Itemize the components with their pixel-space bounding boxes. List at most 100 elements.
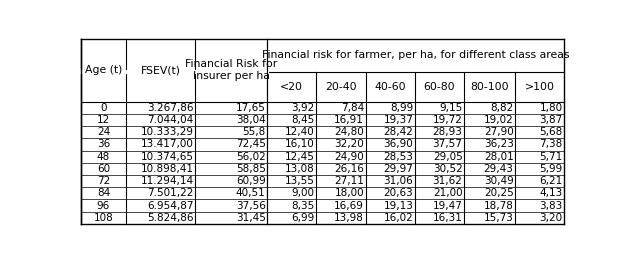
Text: 19,37: 19,37 (384, 115, 413, 125)
Text: 12: 12 (97, 115, 110, 125)
Text: 29,43: 29,43 (484, 164, 514, 174)
Text: 1,80: 1,80 (539, 103, 563, 113)
Text: 3,87: 3,87 (539, 115, 563, 125)
Text: 6.954,87: 6.954,87 (147, 200, 193, 210)
Text: 13,55: 13,55 (285, 176, 315, 186)
Text: 10.898,41: 10.898,41 (141, 164, 193, 174)
Text: 24: 24 (97, 127, 110, 137)
Text: 13,08: 13,08 (285, 164, 315, 174)
Text: 16,10: 16,10 (285, 140, 315, 150)
Text: 19,47: 19,47 (433, 200, 462, 210)
Text: 80-100: 80-100 (470, 82, 509, 92)
Text: 58,85: 58,85 (236, 164, 266, 174)
Text: 7,84: 7,84 (341, 103, 364, 113)
Text: 8,35: 8,35 (291, 200, 315, 210)
Text: 16,31: 16,31 (433, 213, 462, 223)
Text: 9,00: 9,00 (292, 188, 315, 198)
Text: Age (t): Age (t) (85, 65, 122, 75)
Text: 31,45: 31,45 (236, 213, 266, 223)
Text: 56,02: 56,02 (236, 152, 266, 162)
Text: 108: 108 (94, 213, 113, 223)
Text: 5,99: 5,99 (539, 164, 563, 174)
Text: 4,13: 4,13 (539, 188, 563, 198)
Text: >100: >100 (524, 82, 555, 92)
Text: 18,78: 18,78 (484, 200, 514, 210)
Text: 11.294,14: 11.294,14 (141, 176, 193, 186)
Text: 7.044,04: 7.044,04 (148, 115, 193, 125)
Text: 12,40: 12,40 (285, 127, 315, 137)
Text: 31,06: 31,06 (384, 176, 413, 186)
Text: 16,69: 16,69 (334, 200, 364, 210)
Text: 60: 60 (97, 164, 110, 174)
Text: 40-60: 40-60 (374, 82, 406, 92)
Text: 13,98: 13,98 (334, 213, 364, 223)
Text: 60,99: 60,99 (236, 176, 266, 186)
Text: 29,05: 29,05 (433, 152, 462, 162)
Text: 28,42: 28,42 (384, 127, 413, 137)
Text: 28,53: 28,53 (384, 152, 413, 162)
Text: 40,51: 40,51 (236, 188, 266, 198)
Text: 24,90: 24,90 (334, 152, 364, 162)
Text: 17,65: 17,65 (236, 103, 266, 113)
Text: 19,72: 19,72 (433, 115, 462, 125)
Text: 16,91: 16,91 (334, 115, 364, 125)
Text: 27,11: 27,11 (334, 176, 364, 186)
Text: 10.333,29: 10.333,29 (141, 127, 193, 137)
Text: 84: 84 (97, 188, 110, 198)
Text: 20-40: 20-40 (325, 82, 357, 92)
Text: 7,38: 7,38 (539, 140, 563, 150)
Text: 3.267,86: 3.267,86 (147, 103, 193, 113)
Text: 3,92: 3,92 (291, 103, 315, 113)
Text: 12,45: 12,45 (285, 152, 315, 162)
Text: 27,90: 27,90 (484, 127, 514, 137)
Text: 20,25: 20,25 (484, 188, 514, 198)
Text: 37,56: 37,56 (236, 200, 266, 210)
Text: 21,00: 21,00 (433, 188, 462, 198)
Text: 8,99: 8,99 (390, 103, 413, 113)
Text: 37,57: 37,57 (433, 140, 462, 150)
Text: FSEV(t): FSEV(t) (141, 65, 180, 75)
Text: 3,20: 3,20 (539, 213, 563, 223)
Text: 5,71: 5,71 (539, 152, 563, 162)
Text: 28,01: 28,01 (484, 152, 514, 162)
Text: 36: 36 (97, 140, 110, 150)
Text: Financial Risk for
Insurer per ha: Financial Risk for Insurer per ha (185, 59, 277, 81)
Text: 19,02: 19,02 (484, 115, 514, 125)
Text: 7.501,22: 7.501,22 (147, 188, 193, 198)
Text: 55,8: 55,8 (242, 127, 266, 137)
Text: 20,63: 20,63 (384, 188, 413, 198)
Text: 10.374,65: 10.374,65 (141, 152, 193, 162)
Text: 8,45: 8,45 (291, 115, 315, 125)
Text: 9,15: 9,15 (439, 103, 462, 113)
Text: 30,52: 30,52 (433, 164, 462, 174)
Text: Financial risk for farmer, per ha, for different class areas: Financial risk for farmer, per ha, for d… (262, 50, 570, 60)
Text: 60-80: 60-80 (423, 82, 455, 92)
Text: 0: 0 (100, 103, 107, 113)
Text: 15,73: 15,73 (484, 213, 514, 223)
Text: 26,16: 26,16 (334, 164, 364, 174)
Text: 28,93: 28,93 (433, 127, 462, 137)
Text: 6,99: 6,99 (291, 213, 315, 223)
Text: 96: 96 (97, 200, 110, 210)
Text: 5,68: 5,68 (539, 127, 563, 137)
Text: 31,62: 31,62 (433, 176, 462, 186)
Text: <20: <20 (280, 82, 303, 92)
Text: 19,13: 19,13 (384, 200, 413, 210)
Text: 16,02: 16,02 (384, 213, 413, 223)
Text: 48: 48 (97, 152, 110, 162)
Text: 36,90: 36,90 (384, 140, 413, 150)
Text: 5.824,86: 5.824,86 (147, 213, 193, 223)
Text: 30,49: 30,49 (484, 176, 514, 186)
Text: 13.417,00: 13.417,00 (141, 140, 193, 150)
Text: 29,97: 29,97 (384, 164, 413, 174)
Text: 38,04: 38,04 (236, 115, 266, 125)
Text: 32,20: 32,20 (334, 140, 364, 150)
Text: 18,00: 18,00 (335, 188, 364, 198)
Text: 36,23: 36,23 (484, 140, 514, 150)
Text: 3,83: 3,83 (539, 200, 563, 210)
Text: 8,82: 8,82 (490, 103, 514, 113)
Text: 72: 72 (97, 176, 110, 186)
Text: 24,80: 24,80 (334, 127, 364, 137)
Text: 72,45: 72,45 (236, 140, 266, 150)
Text: 6,21: 6,21 (539, 176, 563, 186)
